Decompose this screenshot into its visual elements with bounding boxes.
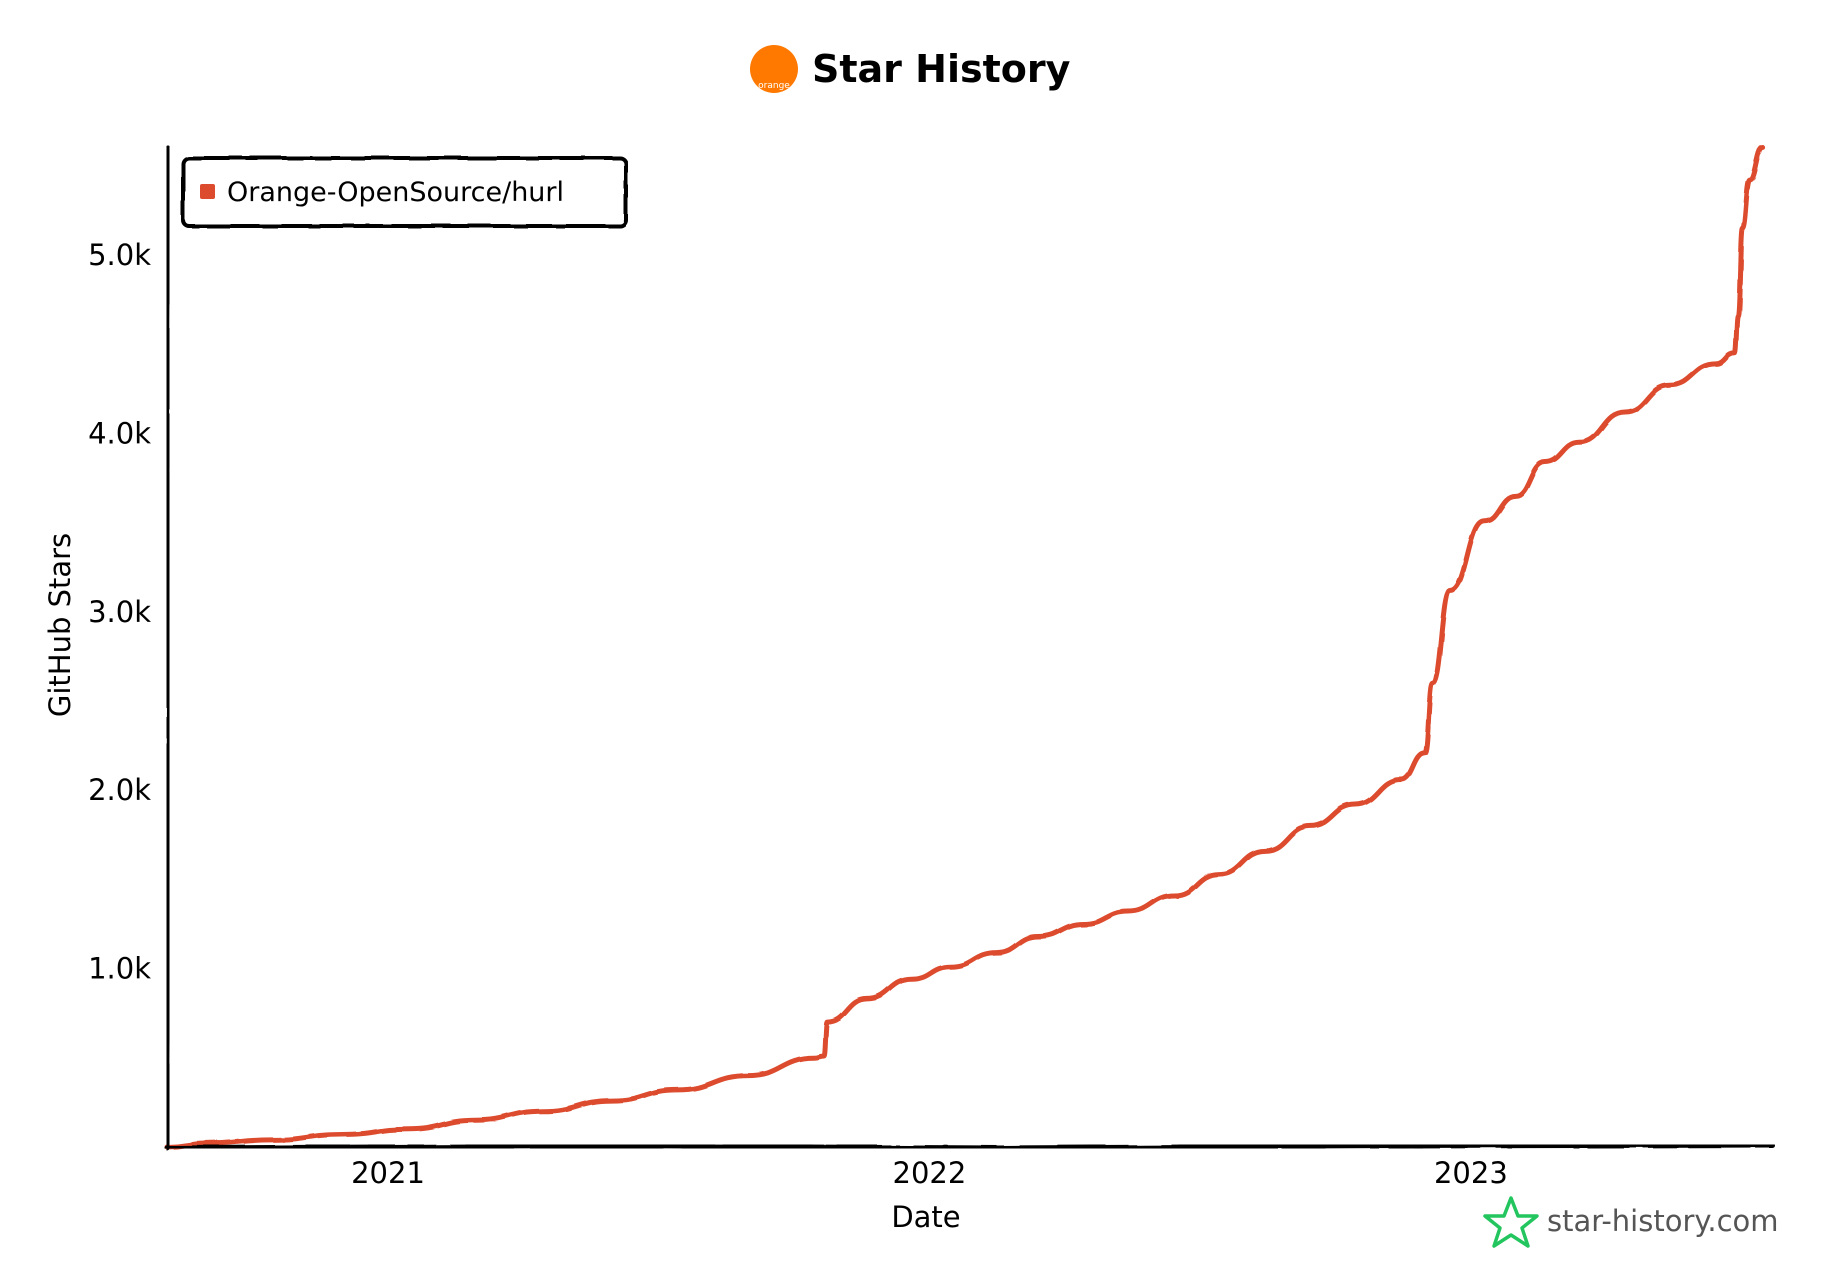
legend: Orange-OpenSource/hurl (181, 156, 628, 228)
y-tick-label: 3.0k (88, 595, 151, 629)
series-layer (164, 145, 1766, 1150)
legend-swatch (200, 184, 215, 199)
chart-header: orange Star History (750, 45, 1071, 93)
footer-brand[interactable]: star-history.com (1483, 1196, 1779, 1248)
y-tick-label: 2.0k (88, 773, 151, 807)
orange-logo-icon (750, 45, 798, 93)
footer-brand-text[interactable]: star-history.com (1547, 1204, 1779, 1238)
x-tick-label: 2023 (1434, 1156, 1508, 1190)
star-outline-icon (1483, 1196, 1539, 1248)
y-tick-label: 4.0k (88, 416, 151, 450)
x-tick-label: 2022 (893, 1156, 967, 1190)
y-axis-line (164, 145, 172, 1151)
x-tick-label: 2021 (351, 1156, 425, 1190)
legend-label: Orange-OpenSource/hurl (227, 177, 564, 208)
legend-box (181, 156, 628, 228)
y-tick-label: 5.0k (88, 238, 151, 272)
x-axis-line (164, 1142, 1775, 1151)
series-line-0 (164, 145, 1766, 1150)
x-axis-title: Date (891, 1200, 960, 1234)
chart-title: Star History (812, 47, 1071, 91)
orange-logo-label: orange (758, 81, 790, 91)
y-tick-label: 1.0k (88, 952, 151, 986)
y-axis-ticks: 1.0k 2.0k 3.0k 4.0k 5.0k (88, 238, 151, 986)
x-axis-ticks: 2021 2022 2023 (351, 1156, 1508, 1190)
y-axis-title: GitHub Stars (43, 533, 77, 717)
